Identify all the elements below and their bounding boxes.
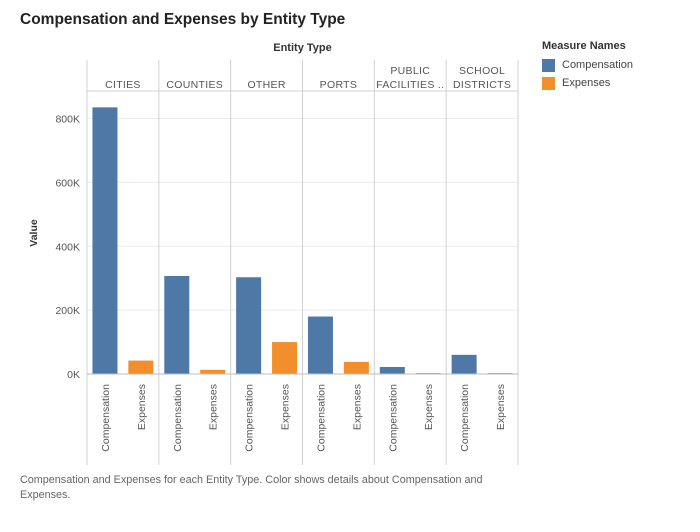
legend: Measure Names Compensation Expenses [542,40,633,92]
measure-label: Compensation [315,384,327,452]
y-tick-label: 400K [55,241,80,253]
category-label: DISTRICTS [453,79,511,91]
legend-item-compensation[interactable]: Compensation [542,56,633,74]
legend-title: Measure Names [542,40,626,52]
legend-swatch-expenses [542,76,555,90]
column-header-label: Entity Type [273,42,331,54]
bar-compensation [92,107,118,374]
measure-label: Compensation [172,384,184,452]
category-label: PUBLIC [390,65,430,77]
measure-label: Compensation [387,384,399,452]
bar-chart: Entity Type CITIES COUNTIES OTHER PORTS PUBLI… [28,42,519,465]
category-label: CITIES [105,79,141,91]
legend-item-expenses[interactable]: Expenses [542,74,633,92]
category-label: OTHER [247,79,285,91]
y-tick-label: 200K [55,305,80,317]
legend-label-expenses: Expenses [562,77,611,89]
measure-label: Expenses [136,384,148,430]
bar-expenses [272,342,298,374]
category-label: PORTS [320,79,357,91]
bar-compensation [379,366,405,374]
bar-compensation [307,316,333,374]
measure-label: Expenses [280,384,292,430]
y-axis-label: Value [28,219,40,247]
measure-label: Expenses [495,384,507,430]
bar-compensation [164,275,190,374]
measure-label: Compensation [244,384,256,452]
bar-expenses [200,369,226,374]
y-tick-label: 600K [55,177,80,189]
measure-label: Compensation [100,384,112,452]
measure-label: Compensation [459,384,471,452]
chart-caption: Compensation and Expenses for each Entit… [20,474,483,501]
chart-title: Compensation and Expenses by Entity Type [20,11,346,28]
legend-label-compensation: Compensation [562,59,633,71]
measure-label: Expenses [423,384,435,430]
bar-expenses [128,360,154,374]
category-label: FACILITIES .. [376,79,444,91]
measure-label: Expenses [351,384,363,430]
y-tick-label: 800K [55,114,80,126]
y-tick-label: 0K [67,369,80,381]
bar-compensation [451,354,477,374]
bar-expenses [343,361,369,374]
legend-swatch-compensation [542,58,555,72]
category-label: SCHOOL [459,65,505,77]
category-label: COUNTIES [166,79,223,91]
bar-compensation [236,277,262,374]
measure-label: Expenses [208,384,220,430]
